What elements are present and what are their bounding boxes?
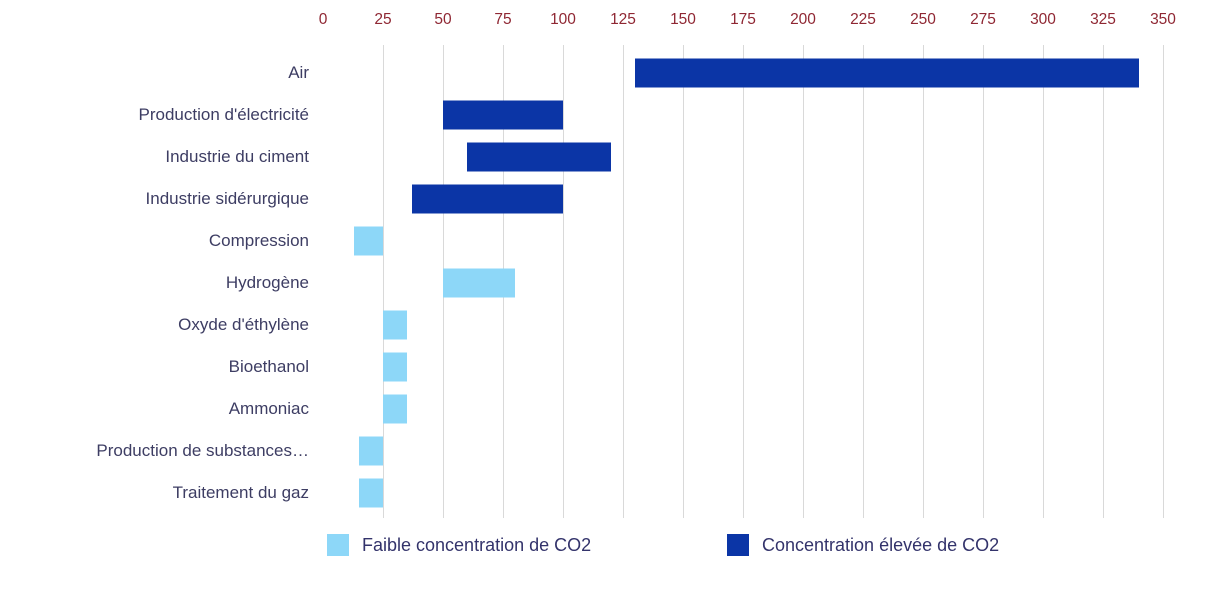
legend-item-low-concentration: Faible concentration de CO2	[327, 534, 591, 556]
range-bar	[411, 184, 563, 214]
legend-label-high: Concentration élevée de CO2	[762, 534, 1000, 555]
category-labels: Air Production d'électricité Industrie du …	[0, 52, 309, 514]
legend-swatch-high	[727, 534, 749, 556]
axis-tick-label: 225	[850, 11, 876, 28]
axis-tick-label: 100	[550, 11, 576, 28]
legend-item-high-concentration: Concentration élevée de CO2	[727, 534, 999, 556]
category-label: Industrie du ciment	[165, 147, 309, 166]
gridline	[623, 45, 624, 518]
bar-row	[323, 178, 1163, 220]
axis-tick-label: 150	[670, 11, 696, 28]
gridline	[1163, 45, 1164, 518]
axis-tick-label: 250	[910, 11, 936, 28]
axis-tick-label: 0	[318, 11, 328, 28]
bar-row	[323, 136, 1163, 178]
legend: Faible concentration de CO2 Concentratio…	[0, 534, 1214, 570]
bar-row	[323, 220, 1163, 262]
axis-tick-label: 175	[730, 11, 756, 28]
category-label: Bioethanol	[228, 357, 309, 376]
axis-tick-label: 200	[790, 11, 816, 28]
legend-label-low: Faible concentration de CO2	[362, 534, 592, 555]
range-bar	[359, 478, 383, 508]
axis-tick-label: 300	[1030, 11, 1056, 28]
axis-tick-label: 25	[374, 11, 392, 28]
axis-tick-label: 275	[970, 11, 996, 28]
range-bar	[354, 226, 383, 256]
bar-row	[323, 472, 1163, 514]
category-label: Oxyde d'éthylène	[178, 315, 309, 334]
axis-tick-label: 75	[494, 11, 512, 28]
gridline	[743, 45, 744, 518]
legend-swatch-low	[327, 534, 349, 556]
gridline	[1043, 45, 1044, 518]
bar-row	[323, 94, 1163, 136]
category-label: Air	[288, 63, 309, 82]
category-label: Compression	[208, 231, 309, 250]
range-bar	[383, 352, 407, 382]
range-bar	[383, 394, 407, 424]
axis-tick-label: 350	[1150, 11, 1176, 28]
range-bar	[383, 310, 407, 340]
gridline	[1103, 45, 1104, 518]
range-bar	[443, 268, 515, 298]
range-bar	[443, 100, 563, 130]
gridline	[803, 45, 804, 518]
bar-row	[323, 304, 1163, 346]
category-label: Industrie sidérurgique	[145, 189, 309, 208]
axis-tick-label: 325	[1090, 11, 1116, 28]
category-label: Production d'électricité	[138, 105, 310, 124]
gridline	[383, 45, 384, 518]
axis-tick-label: 50	[434, 11, 452, 28]
gridline	[983, 45, 984, 518]
gridline	[923, 45, 924, 518]
axis-tick-label: 125	[610, 11, 636, 28]
category-label: Ammoniac	[228, 399, 309, 418]
bar-row	[323, 388, 1163, 430]
range-bar	[635, 58, 1139, 88]
bar-row	[323, 262, 1163, 304]
gridline	[863, 45, 864, 518]
gridline	[683, 45, 684, 518]
bar-row	[323, 346, 1163, 388]
axis-ticks: 0 25 50 75 100 125 150 175 200 225 250 275 300 325 350	[319, 11, 1176, 35]
range-bar	[359, 436, 383, 466]
gridline	[563, 45, 564, 518]
category-label: Traitement du gaz	[172, 483, 309, 502]
plot-rows	[323, 52, 1163, 514]
category-label: Hydrogène	[225, 273, 309, 292]
category-label: Production de substances…	[96, 441, 309, 460]
bar-row	[323, 430, 1163, 472]
range-bar	[467, 142, 611, 172]
bar-row	[323, 52, 1163, 94]
